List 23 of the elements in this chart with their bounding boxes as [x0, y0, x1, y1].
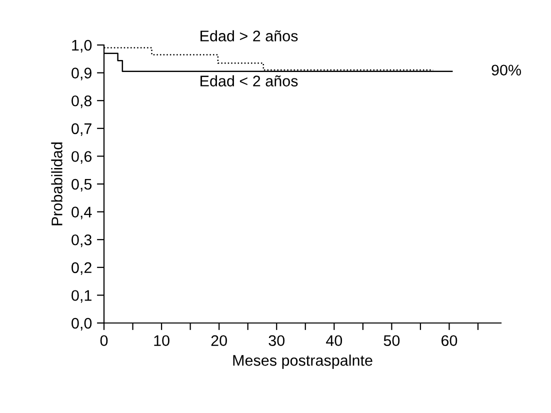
x-tick-label: 60 [441, 335, 458, 346]
y-tick-label: 0,9 [72, 68, 92, 80]
series-label: Edad > 2 años [200, 30, 298, 42]
x-tick-label: 30 [268, 335, 285, 346]
x-tick-label: 20 [211, 335, 227, 346]
y-tick-label: 0,2 [72, 262, 92, 275]
y-axis-title: Probabilidad [51, 142, 62, 226]
y-tick-label: 0,7 [72, 123, 92, 136]
y-tick-label: 0,3 [72, 234, 92, 248]
x-axis-title: Meses postraspalnte [233, 354, 372, 369]
y-tick-label: 0,6 [72, 151, 92, 164]
x-tick-label: 40 [326, 335, 342, 346]
y-tick-label: 1,0 [72, 40, 92, 52]
y-tick-label: 0,5 [72, 178, 92, 192]
y-tick-label: 0,4 [72, 206, 92, 220]
series-label: Edad < 2 años [200, 75, 298, 86]
y-tick-label: 0,0 [72, 318, 92, 330]
y-tick-label: 0,1 [72, 290, 92, 303]
annotation: 90% [492, 64, 522, 76]
y-tick-label: 0,8 [72, 95, 92, 108]
x-tick-label: 0 [100, 335, 108, 346]
x-tick-label: 50 [384, 335, 400, 346]
x-tick-label: 10 [154, 335, 170, 346]
